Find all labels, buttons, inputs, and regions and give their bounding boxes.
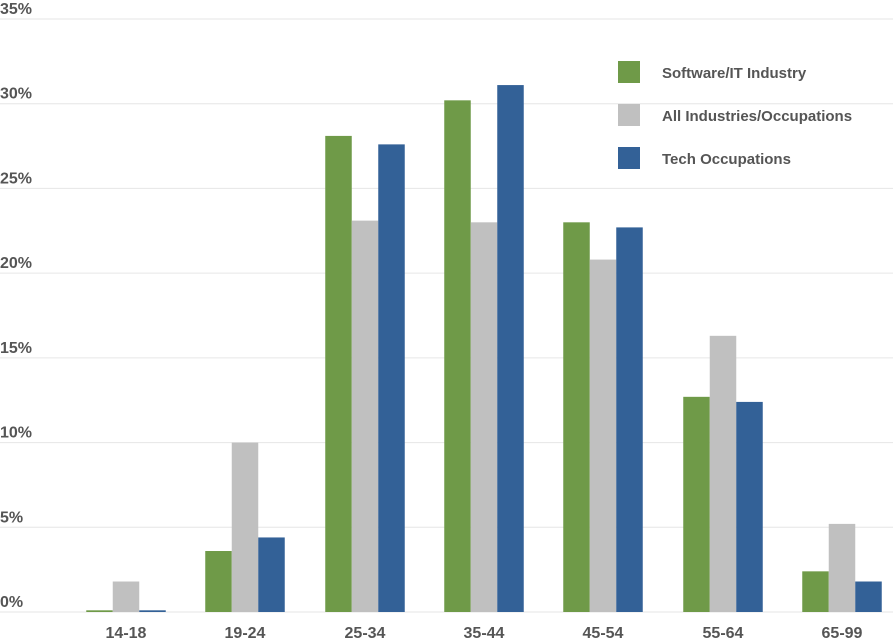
y-tick-label: 20% xyxy=(0,255,32,272)
x-tick-label: 19-24 xyxy=(225,625,266,642)
bar-tech-occupations-65-99 xyxy=(855,581,882,612)
bar-software-it-industry-25-34 xyxy=(325,135,352,613)
bar-tech-occupations-25-34 xyxy=(378,144,405,612)
bar-all-industries-occupations-45-54 xyxy=(589,259,617,612)
bars xyxy=(86,85,882,613)
bar-software-it-industry-14-18 xyxy=(86,610,113,612)
y-tick-label: 10% xyxy=(0,425,32,442)
bar-tech-occupations-14-18 xyxy=(139,610,166,612)
x-tick-label: 25-34 xyxy=(345,625,386,642)
legend-label: Tech Occupations xyxy=(662,151,791,168)
x-axis-labels: 14-18 19-24 25-34 35-44 45-54 55-64 65-99 xyxy=(106,625,863,642)
bar-all-industries-occupations-25-34 xyxy=(351,220,379,612)
x-tick-label: 14-18 xyxy=(106,625,147,642)
legend-swatch xyxy=(618,61,640,83)
y-tick-label: 15% xyxy=(0,340,32,357)
y-axis-ticks: 0% 5% 10% 15% 20% 25% 30% 35% xyxy=(0,1,32,611)
legend-swatch xyxy=(618,104,640,126)
bar-software-it-industry-55-64 xyxy=(683,396,710,612)
bar-all-industries-occupations-65-99 xyxy=(828,523,856,612)
bar-all-industries-occupations-35-44 xyxy=(470,222,498,613)
y-tick-label: 35% xyxy=(0,1,32,18)
y-tick-label: 0% xyxy=(0,594,23,611)
bar-software-it-industry-19-24 xyxy=(205,551,232,612)
legend-swatch xyxy=(618,147,640,169)
bar-tech-occupations-55-64 xyxy=(736,401,763,612)
bar-all-industries-occupations-14-18 xyxy=(112,581,140,612)
bar-all-industries-occupations-19-24 xyxy=(231,442,259,612)
bar-tech-occupations-35-44 xyxy=(497,85,524,612)
bar-all-industries-occupations-55-64 xyxy=(709,335,737,612)
bar-tech-occupations-19-24 xyxy=(258,537,285,612)
legend: Software/IT Industry All Industries/Occup… xyxy=(618,61,852,169)
bar-software-it-industry-65-99 xyxy=(802,571,829,612)
x-tick-label: 55-64 xyxy=(703,625,744,642)
y-tick-label: 5% xyxy=(0,509,23,526)
bar-software-it-industry-45-54 xyxy=(563,222,590,613)
y-tick-label: 30% xyxy=(0,86,32,103)
legend-label: Software/IT Industry xyxy=(662,65,807,82)
legend-label: All Industries/Occupations xyxy=(662,108,852,125)
bar-software-it-industry-35-44 xyxy=(444,100,471,612)
x-tick-label: 45-54 xyxy=(583,625,624,642)
y-tick-label: 25% xyxy=(0,170,32,187)
x-tick-label: 65-99 xyxy=(822,625,863,642)
x-tick-label: 35-44 xyxy=(464,625,505,642)
bar-tech-occupations-45-54 xyxy=(616,227,643,612)
